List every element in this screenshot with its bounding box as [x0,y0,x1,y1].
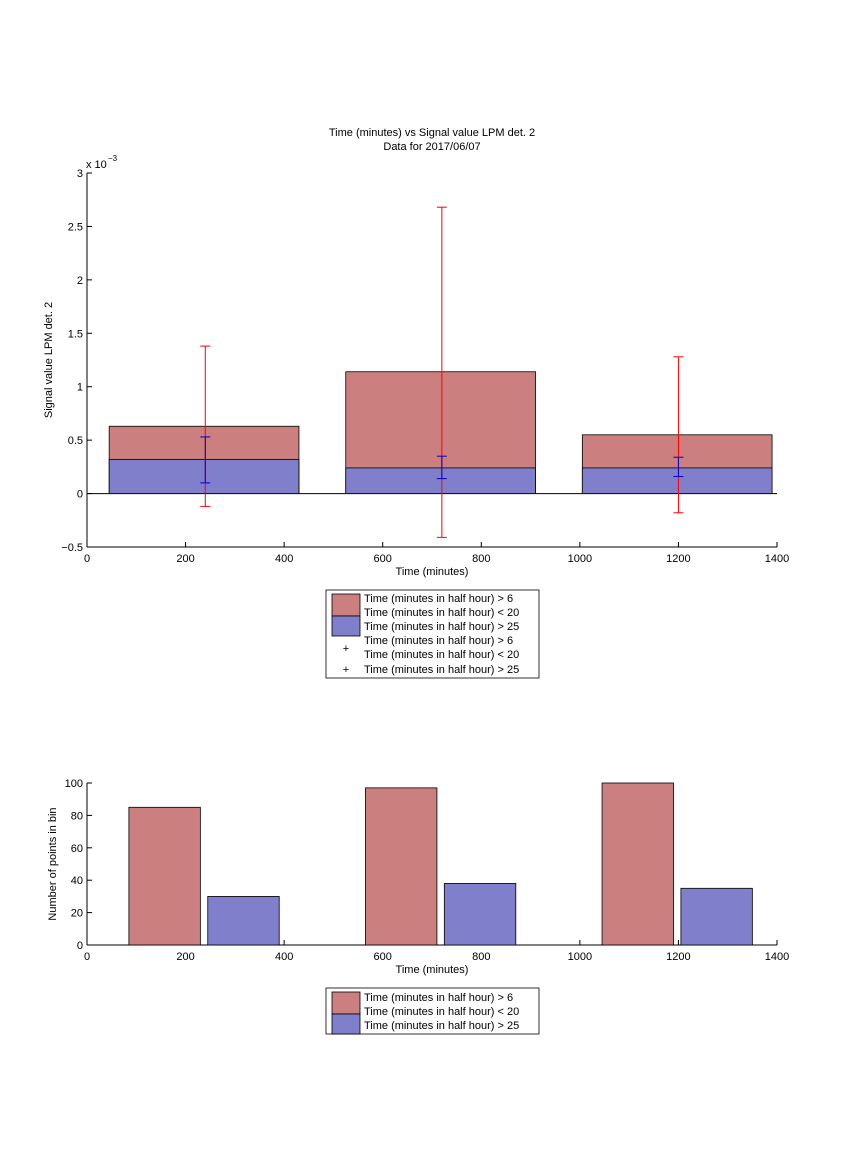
chart1-subtitle: Data for 2017/06/07 [383,141,480,153]
chart1-exponent-label: x 10 [86,159,107,171]
chart1-legend-text: Time (minutes in half hour) > 25 [364,621,519,633]
chart2-legend: Time (minutes in half hour) > 6 Time (min… [325,987,540,1035]
chart2-y-tick-label: 100 [65,778,83,790]
chart1-y-tick-label: 2 [77,275,83,287]
chart2-legend-blue-patch [331,1013,361,1035]
chart1-x-tick-label: 800 [472,553,490,565]
chart1-plot-area: 0 200 400 600 800 1000 1200 1400−0.500.511.522.… [61,168,789,565]
chart1-legend-text: Time (minutes in half hour) > 6 [364,635,513,647]
chart2-y-tick-label: 20 [71,908,83,920]
chart2-legend-box [325,987,540,1035]
chart1-y-tick-label: 0 [77,489,83,501]
chart2-x-tick-label: 1000 [568,951,592,963]
chart1-legend-blue-marker: + [343,664,349,676]
chart1-legend-text: Time (minutes in half hour) > 6 [364,593,513,605]
chart1-legend-text: Time (minutes in half hour) > 25 [364,664,519,676]
chart2-bar-blue [680,887,753,946]
chart1-x-tick-label: 200 [176,553,194,565]
chart2-legend-text: Time (minutes in half hour) > 6 [364,992,513,1004]
chart2-bar-red [601,782,674,946]
chart2-bar-blue [443,883,517,946]
chart1-y-tick-label: 3 [77,168,83,180]
chart2-x-tick-label: 400 [275,951,293,963]
chart1-legend-box [325,589,540,679]
chart2-y-tick-label: 40 [71,875,83,887]
chart2-x-tick-label: 0 [84,951,90,963]
chart1-y-tick-label: 0.5 [68,435,83,447]
chart1-xlabel: Time (minutes) [396,566,469,578]
chart2-x-tick-label: 600 [374,951,392,963]
chart2-bar-red [128,806,201,946]
chart1-legend-text: Time (minutes in half hour) < 20 [364,649,519,661]
chart1-y-tick-label: 2.5 [68,221,83,233]
chart2-y-tick-label: 0 [77,940,83,952]
chart2-legend-text: Time (minutes in half hour) > 25 [364,1020,519,1032]
chart1-legend-text: Time (minutes in half hour) < 20 [364,607,519,619]
chart2-x-tick-label: 1200 [666,951,690,963]
chart1-y-tick-label: −0.5 [61,542,83,554]
chart1-y-tick-label: 1 [77,382,83,394]
chart2-bar-blue [207,896,280,946]
chart2-legend-red-patch [331,991,361,1015]
chart2-x-tick-label: 800 [472,951,490,963]
chart2-xlabel: Time (minutes) [396,964,469,976]
chart1-x-tick-label: 1000 [568,553,592,565]
chart1-ylabel: Signal value LPM det. 2 [43,302,55,418]
chart2-x-tick-label: 200 [176,951,194,963]
chart1-x-tick-label: 0 [84,553,90,565]
chart2-plot-area: 0 200 400 600 800 1000 1200 1400 0 20 40 60 80 100 [65,778,790,963]
chart2-ylabel: Number of points in bin [47,807,59,920]
chart1-y-tick-label: 1.5 [68,328,83,340]
chart1-legend-red-patch [331,593,361,617]
chart1-bar-blue [108,458,300,494]
chart2-bar-red [365,787,438,946]
chart1-exponent-power: −3 [108,154,118,163]
chart2-x-tick-label: 1400 [765,951,789,963]
chart1-legend-red-marker: + [343,643,349,655]
chart1-x-tick-label: 1200 [666,553,690,565]
chart1-bar-blue [581,467,773,494]
chart1-legend-blue-patch [331,615,361,637]
chart2-y-tick-label: 60 [71,843,83,855]
chart1-x-tick-label: 600 [374,553,392,565]
chart2-y-tick-label: 80 [71,810,83,822]
chart1-legend: Time (minutes in half hour) > 6 Time (min… [325,589,540,679]
chart1-x-tick-label: 400 [275,553,293,565]
chart1-x-tick-label: 1400 [765,553,789,565]
chart1-title: Time (minutes) vs Signal value LPM det. … [329,127,535,139]
chart1-bar-blue [345,467,536,494]
chart2-legend-text: Time (minutes in half hour) < 20 [364,1006,519,1018]
